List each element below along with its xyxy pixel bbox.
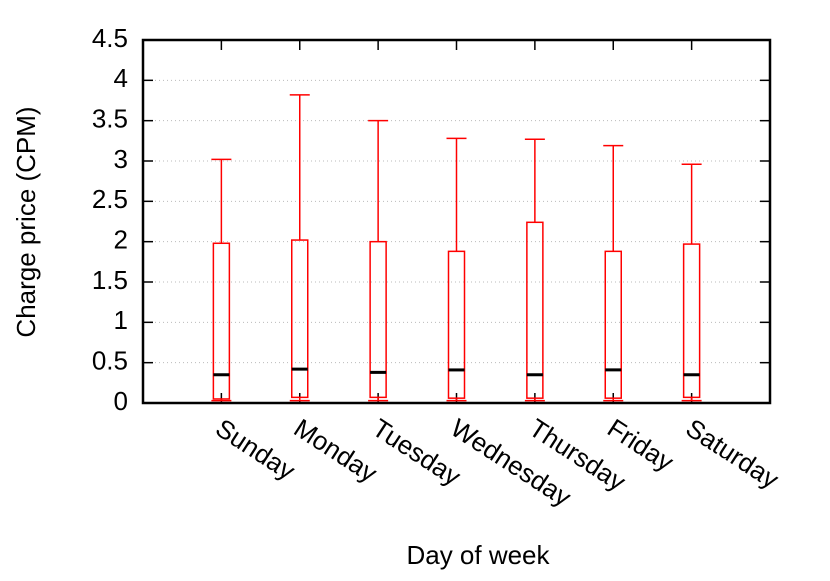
box (526, 221, 544, 399)
y-tick-label: 0.5 (92, 346, 128, 376)
y-tick-label: 1 (114, 305, 128, 335)
y-tick-label: 0 (114, 386, 128, 416)
box (604, 250, 622, 399)
y-tick-label: 3.5 (92, 104, 128, 134)
y-tick-label: 4.5 (92, 23, 128, 53)
box (369, 240, 387, 399)
x-tick-label: Sunday (210, 413, 300, 486)
box (682, 243, 701, 399)
box (447, 250, 466, 399)
y-tick-label: 2.5 (92, 184, 128, 214)
x-tick-label: Tuesday (367, 413, 466, 492)
y-tick-label: 4 (114, 63, 128, 93)
plot-frame (141, 38, 772, 405)
box (291, 239, 309, 399)
y-tick-label: 3 (114, 144, 128, 174)
y-tick-label: 1.5 (92, 265, 128, 295)
x-tick-label: Saturday (681, 413, 785, 495)
box (212, 242, 231, 400)
x-tick-label: Monday (289, 413, 383, 489)
x-axis-label: Day of week (406, 540, 550, 570)
y-axis-label: Charge price (CPM) (11, 106, 41, 337)
y-tick-label: 2 (114, 225, 128, 255)
